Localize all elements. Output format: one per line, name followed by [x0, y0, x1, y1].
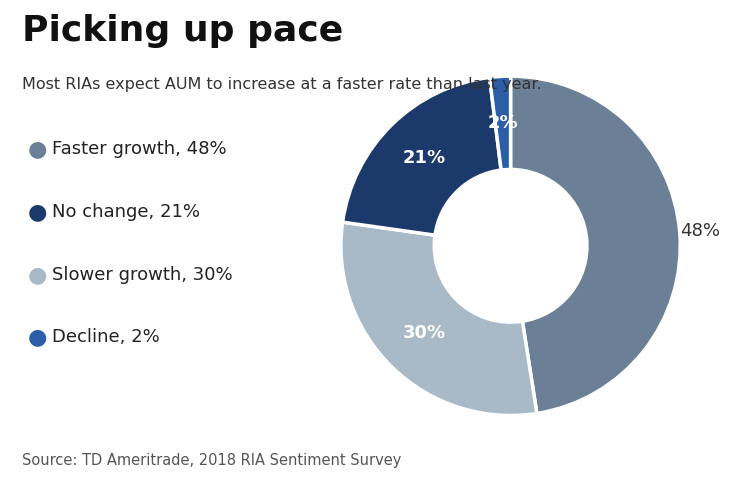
Text: 30%: 30% [403, 324, 446, 343]
Text: ●: ● [27, 265, 47, 285]
Wedge shape [490, 76, 511, 170]
Text: Picking up pace: Picking up pace [22, 14, 343, 49]
Text: Source: TD Ameritrade, 2018 RIA Sentiment Survey: Source: TD Ameritrade, 2018 RIA Sentimen… [22, 453, 402, 468]
Wedge shape [343, 78, 501, 235]
Text: ●: ● [27, 202, 47, 222]
Text: 21%: 21% [403, 149, 446, 167]
Wedge shape [341, 222, 537, 415]
Text: ●: ● [27, 139, 47, 160]
Text: No change, 21%: No change, 21% [52, 203, 200, 221]
Text: Most RIAs expect AUM to increase at a faster rate than last year.: Most RIAs expect AUM to increase at a fa… [22, 77, 542, 92]
Text: 48%: 48% [680, 222, 720, 240]
Text: Decline, 2%: Decline, 2% [52, 328, 160, 347]
Text: 2%: 2% [488, 114, 518, 132]
Text: Slower growth, 30%: Slower growth, 30% [52, 266, 232, 284]
Text: ●: ● [27, 327, 47, 348]
Text: Faster growth, 48%: Faster growth, 48% [52, 140, 226, 159]
Wedge shape [511, 76, 680, 414]
